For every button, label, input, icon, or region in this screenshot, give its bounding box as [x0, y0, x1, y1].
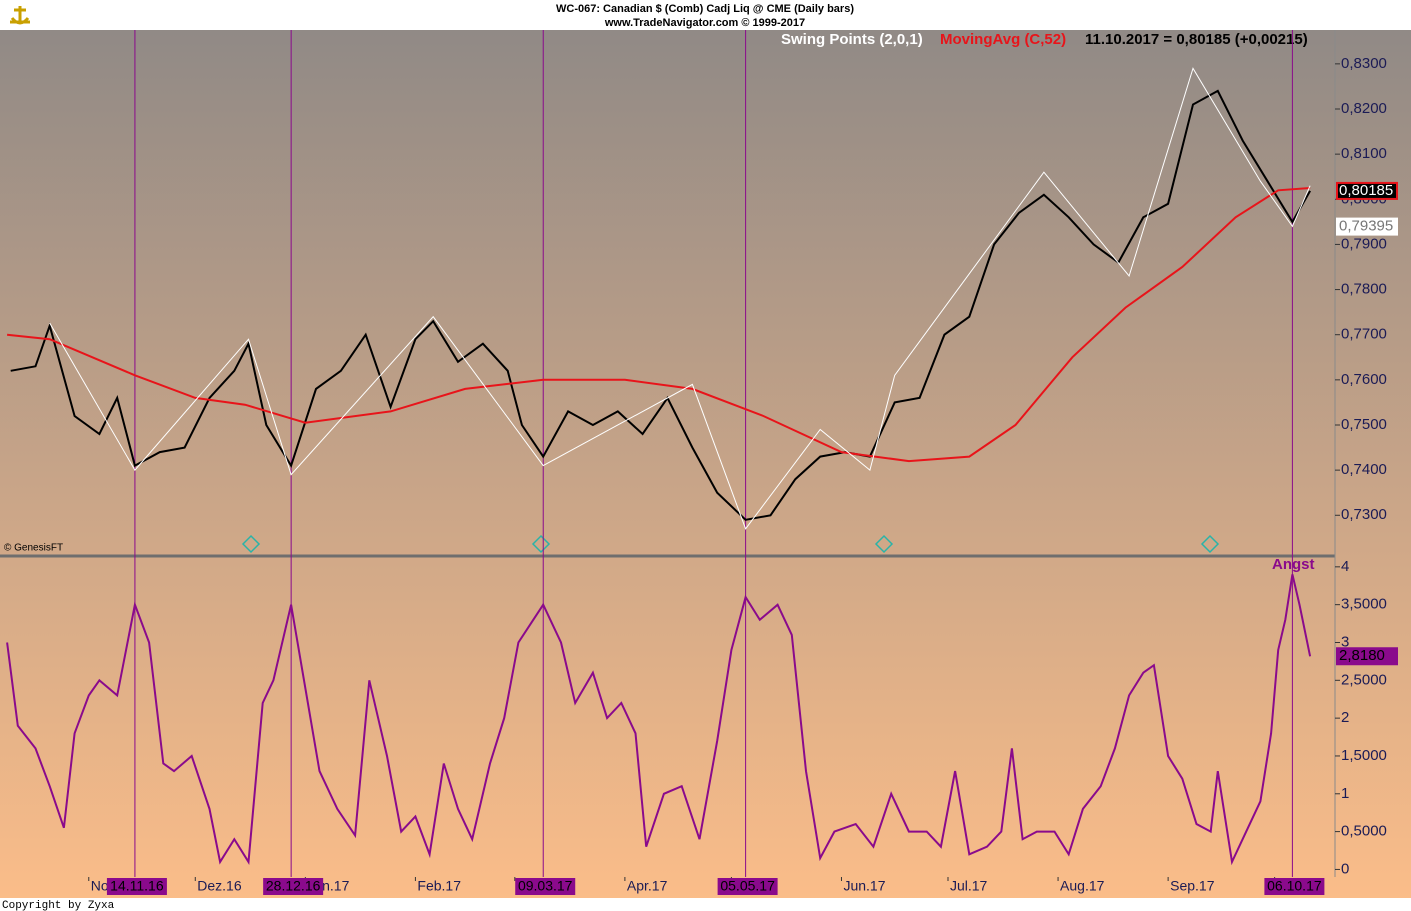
y-tick-label: 0,7300: [1341, 506, 1387, 523]
price-tag: [1336, 181, 1398, 200]
y-tick-label: 2: [1341, 709, 1349, 726]
footer-bar: [0, 898, 1411, 911]
y-tick-label: 1: [1341, 785, 1349, 802]
event-date-label: 06.10.17: [1267, 878, 1322, 894]
y-tick-label: 0,8100: [1341, 145, 1387, 162]
y-tick-label: 1,5000: [1341, 747, 1387, 764]
y-tick-label: 0,7500: [1341, 416, 1387, 433]
annotation: 11.10.2017 = 0,80185 (+0,00215): [1085, 31, 1308, 48]
event-date-box: [515, 878, 576, 895]
legend-label: Swing Points (2,0,1): [781, 31, 923, 48]
price-tag: [1336, 217, 1398, 236]
event-date-box: [263, 878, 324, 895]
series-line: [10, 89, 1311, 521]
series-line: [49, 67, 1311, 530]
legend-label: MovingAvg (C,52): [940, 31, 1066, 48]
price-tag-label: 0,79395: [1339, 218, 1393, 235]
y-tick-label: 0,7700: [1341, 326, 1387, 343]
y-tick-label: 3,5000: [1341, 596, 1387, 613]
y-tick-label: 0,8200: [1341, 100, 1387, 117]
x-tick-label: Apr.17: [627, 878, 668, 894]
event-date-label: 05.05.17: [720, 878, 775, 894]
x-tick-label: Jun.17: [843, 878, 885, 894]
signal-icons: [241, 534, 1220, 554]
event-date-box: [1264, 878, 1325, 895]
event-date-box: [717, 878, 778, 895]
event-date-box: [106, 878, 167, 895]
chart-title: WC-067: Canadian $ (Comb) Cadj Liq @ CME…: [556, 3, 854, 15]
event-date-label: 14.11.16: [110, 878, 164, 894]
y-tick-label: 0: [1341, 860, 1349, 877]
y-tick-label: 4: [1341, 558, 1349, 575]
footer-text: Copyright by Zyxa: [2, 900, 115, 911]
price-tag-label: 0,80185: [1339, 182, 1393, 199]
series-line: [6, 187, 1311, 463]
x-tick-label: Aug.17: [1060, 878, 1105, 894]
price-tag-label: 2,8180: [1339, 647, 1385, 664]
y-tick-label: 0,7900: [1341, 235, 1387, 252]
series-line: [6, 574, 1312, 866]
price-tag: [1336, 647, 1398, 666]
event-date-label: 09.03.17: [518, 878, 573, 894]
watermark: © GenesisFT: [4, 543, 63, 554]
y-tick-label: 0,7800: [1341, 281, 1387, 298]
y-tick-label: 0,7600: [1341, 371, 1387, 388]
y-tick-label: 0,7400: [1341, 461, 1387, 478]
x-tick-label: Feb.17: [417, 878, 461, 894]
event-date-label: 28.12.16: [266, 878, 321, 894]
y-tick-label: 0,8300: [1341, 55, 1387, 72]
logo: [10, 6, 30, 25]
x-tick-label: Jul.17: [950, 878, 988, 894]
x-tick-label: Dez.16: [197, 878, 242, 894]
header-bar: [0, 0, 1411, 30]
y-tick-label: 2,5000: [1341, 671, 1387, 688]
y-tick-label: 3: [1341, 633, 1349, 650]
legend-label: Angst: [1272, 556, 1315, 573]
x-tick-label: Sep.17: [1170, 878, 1215, 894]
y-tick-label: 0,5000: [1341, 823, 1387, 840]
chart-subtitle: www.TradeNavigator.com © 1999-2017: [604, 17, 805, 29]
